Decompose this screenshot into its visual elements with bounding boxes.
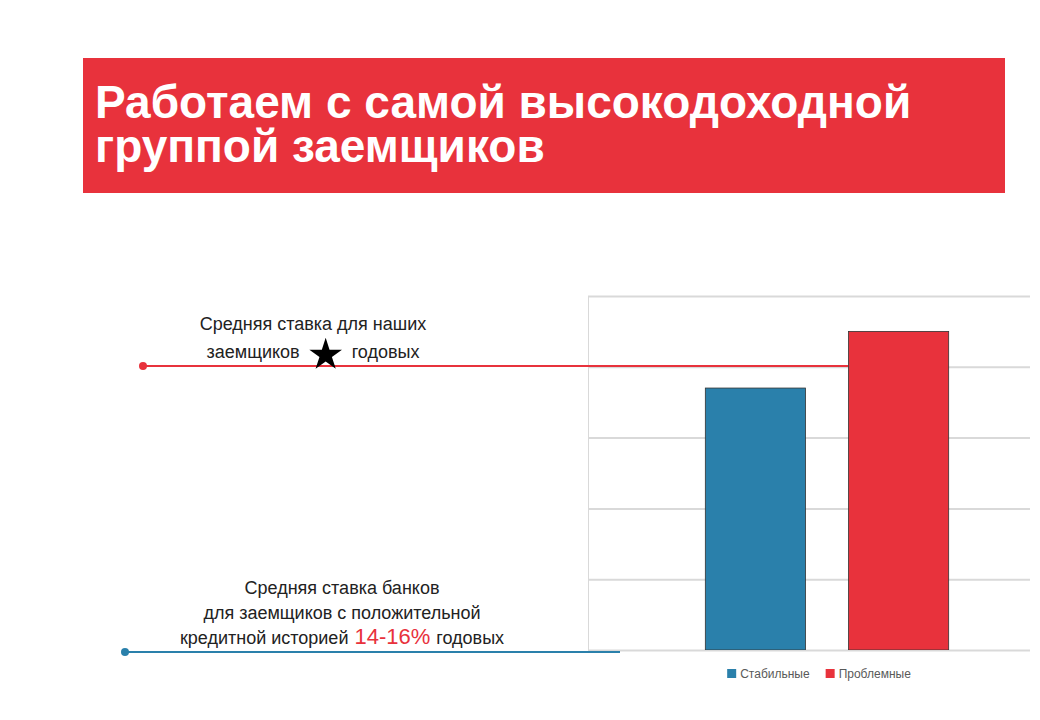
annotation: Средняя ставка для наших заемщиков годовых: [139, 314, 848, 370]
legend-swatch: [826, 669, 835, 678]
bars: [705, 331, 948, 650]
y-axis: [588, 297, 1030, 651]
annotation-text: для заемщиков с положительной: [203, 603, 480, 623]
annotation-dot: [139, 362, 147, 370]
annotations: Средняя ставка для наших заемщиков годовых…: [121, 314, 848, 656]
annotation-text: Средняя ставка банков: [245, 578, 440, 598]
y-tick: [588, 579, 1030, 580]
title-banner: [83, 58, 1005, 193]
annotation: Средняя ставка банков для заемщиков с пол…: [121, 578, 620, 656]
legend-label: Проблемные: [839, 667, 911, 681]
grid-line: [588, 508, 1030, 510]
y-tick: [588, 296, 1030, 297]
y-tick: [588, 650, 1030, 651]
annotation-line: [125, 651, 620, 653]
star-decoration: [309, 338, 342, 369]
y-axis-line: [589, 297, 1031, 651]
y-tick: [588, 438, 1030, 439]
grid-line: [588, 579, 1030, 581]
annotation-dot: [121, 648, 129, 656]
chart-root: Работаем с самой высокодоходнойгруппой з…: [0, 0, 1040, 720]
grid-line: [588, 296, 1030, 298]
annotation-text: заемщиков: [207, 342, 300, 362]
legend: Стабильные Проблемные: [727, 667, 911, 681]
legend-item: Проблемные: [826, 667, 911, 681]
bar: [705, 388, 805, 650]
annotation-text: Средняя ставка для наших: [200, 314, 427, 334]
grid-line: [588, 650, 1030, 652]
grid-line: [588, 437, 1030, 439]
legend-item: Стабильные: [727, 667, 810, 681]
legend-label: Стабильные: [740, 667, 810, 681]
title: Работаем с самой высокодоходнойгруппой з…: [95, 76, 911, 172]
y-tick: [588, 508, 1030, 509]
annotation-text: годовых: [436, 628, 504, 648]
legend-swatch: [727, 669, 736, 678]
annotation-text: кредитной историей: [180, 628, 349, 648]
bar: [848, 331, 948, 650]
annotation-highlight: 14-16%: [354, 624, 430, 649]
annotation-text: годовых: [352, 342, 420, 362]
annotation-line: [143, 365, 848, 367]
